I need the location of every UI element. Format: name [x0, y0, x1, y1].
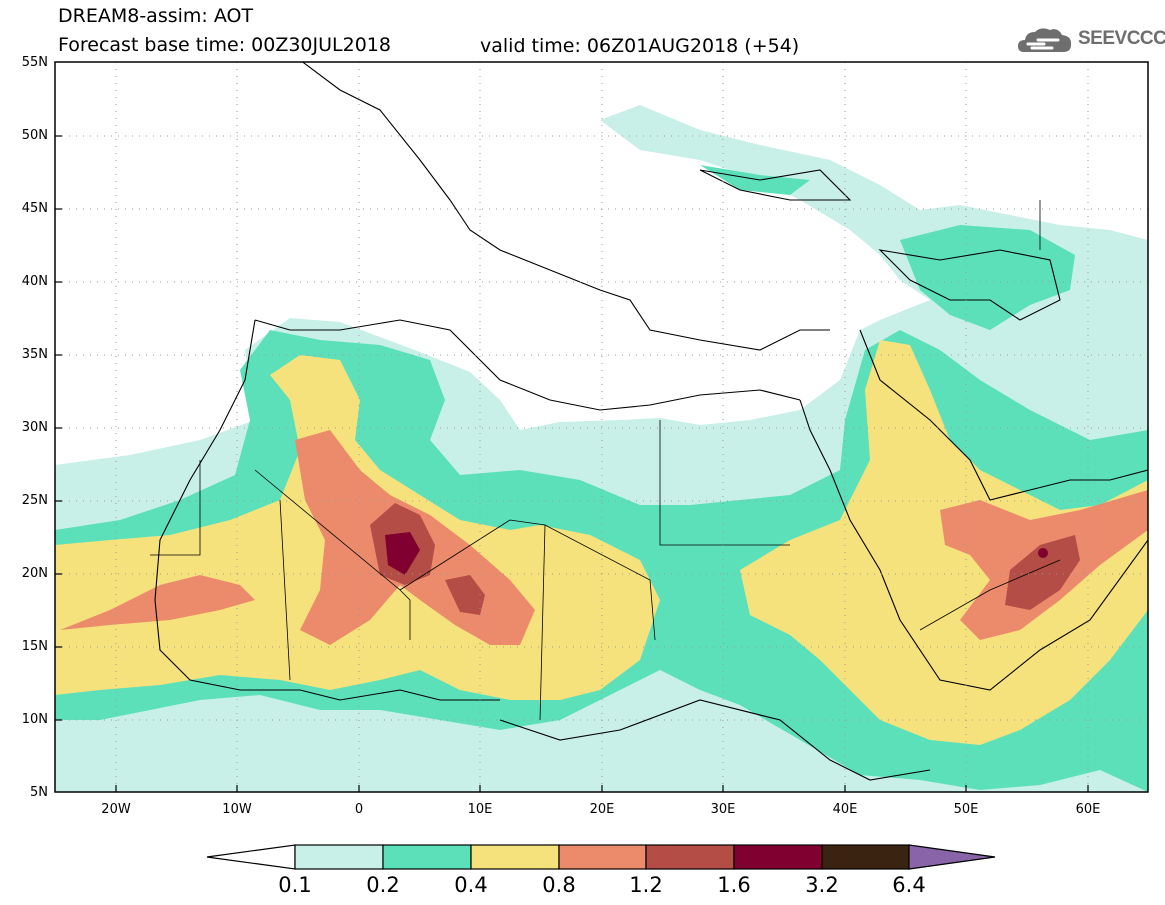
- lat-label: 5N: [30, 785, 48, 800]
- colorbar-label: 0.8: [542, 873, 576, 897]
- aot-band-1.2-arabia: [1005, 535, 1080, 610]
- colorbar-label: 1.6: [717, 873, 751, 897]
- colorbar-label: 0.1: [278, 873, 312, 897]
- aot-band-1.6-arabia: [1038, 548, 1048, 558]
- forecast-base-time: Forecast base time: 00Z30JUL2018: [58, 34, 391, 56]
- logo-text: SEEVCCC: [1078, 28, 1165, 49]
- cloud-icon: [1018, 28, 1072, 52]
- lon-label: 20E: [589, 802, 615, 817]
- colorbar-label: 6.4: [892, 873, 926, 897]
- lat-label: 50N: [21, 128, 48, 143]
- lon-label: 30E: [710, 802, 736, 817]
- lat-label: 40N: [21, 274, 48, 289]
- coastlines: [154, 62, 1148, 781]
- lon-label: 60E: [1075, 802, 1101, 817]
- graticule: [55, 62, 1148, 792]
- borders: [150, 200, 1061, 721]
- aot-band-0.8: [60, 575, 255, 630]
- aot-band-0.2-blacksea: [700, 165, 810, 195]
- aot-band-0.4-arabia: [740, 340, 1148, 745]
- aot-field: [55, 105, 1148, 792]
- lat-label: 55N: [21, 55, 48, 70]
- aot-band-1.6: [385, 532, 420, 575]
- aot-band-1.2-b: [445, 575, 485, 615]
- aot-band-0.2-caspian: [900, 225, 1075, 330]
- lon-label: 40E: [832, 802, 858, 817]
- lon-label: 10W: [222, 802, 252, 817]
- lon-label: 10E: [467, 802, 493, 817]
- map-title: DREAM8-assim: AOT: [58, 5, 254, 27]
- colorbar-label: 1.2: [629, 873, 663, 897]
- lat-label: 45N: [21, 201, 48, 216]
- lon-label: 0: [354, 802, 364, 817]
- colorbar-label: 0.2: [366, 873, 400, 897]
- axis-ticks: [55, 135, 1089, 792]
- lon-label: 50E: [953, 802, 979, 817]
- lat-label: 15N: [21, 639, 48, 654]
- lat-label: 35N: [21, 347, 48, 362]
- lat-label: 10N: [21, 712, 48, 727]
- colorbar-label: 3.2: [805, 873, 839, 897]
- lon-label: 20W: [101, 802, 131, 817]
- valid-time: valid time: 06Z01AUG2018 (+54): [480, 35, 800, 57]
- colorbar-label: 0.4: [454, 873, 488, 897]
- lat-label: 20N: [21, 566, 48, 581]
- seevccc-logo: SEEVCCC: [1016, 22, 1165, 58]
- lat-label: 30N: [21, 420, 48, 435]
- lat-label: 25N: [21, 493, 48, 508]
